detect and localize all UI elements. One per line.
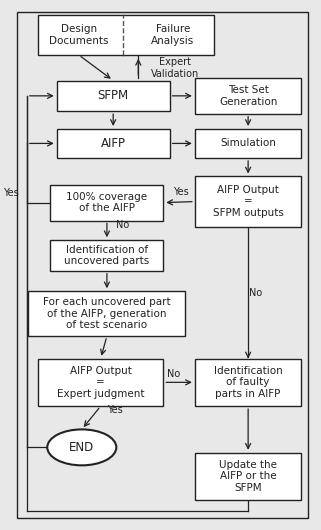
FancyBboxPatch shape (195, 78, 301, 114)
FancyBboxPatch shape (195, 129, 301, 158)
Text: No: No (167, 369, 180, 379)
Text: AIFP Output
=
Expert judgment: AIFP Output = Expert judgment (57, 366, 144, 399)
FancyBboxPatch shape (38, 359, 163, 406)
Text: AIFP: AIFP (101, 137, 126, 150)
Text: SFPM: SFPM (98, 90, 129, 102)
Text: 100% coverage
of the AIFP: 100% coverage of the AIFP (66, 192, 147, 214)
Text: Design
Documents: Design Documents (49, 24, 108, 46)
Text: Yes: Yes (173, 187, 188, 197)
FancyBboxPatch shape (50, 240, 163, 271)
FancyBboxPatch shape (38, 15, 213, 55)
Text: Identification of
uncovered parts: Identification of uncovered parts (64, 245, 150, 266)
FancyBboxPatch shape (195, 176, 301, 227)
Text: Expert
Validation: Expert Validation (151, 57, 199, 79)
Text: No: No (116, 220, 130, 230)
Text: Update the
AIFP or the
SFPM: Update the AIFP or the SFPM (219, 460, 277, 493)
Text: Identification
of faulty
parts in AIFP: Identification of faulty parts in AIFP (214, 366, 282, 399)
Text: Failure
Analysis: Failure Analysis (151, 24, 195, 46)
FancyBboxPatch shape (57, 81, 170, 111)
FancyBboxPatch shape (50, 184, 163, 220)
FancyBboxPatch shape (195, 453, 301, 500)
FancyBboxPatch shape (29, 291, 185, 336)
Text: No: No (249, 288, 263, 298)
Text: Yes: Yes (3, 188, 19, 198)
FancyBboxPatch shape (17, 12, 308, 518)
Text: Test Set
Generation: Test Set Generation (219, 85, 277, 107)
Text: For each uncovered part
of the AIFP, generation
of test scenario: For each uncovered part of the AIFP, gen… (43, 297, 171, 330)
FancyBboxPatch shape (195, 359, 301, 406)
Text: Simulation: Simulation (220, 138, 276, 148)
Text: AIFP Output
=
SFPM outputs: AIFP Output = SFPM outputs (213, 185, 283, 218)
Text: END: END (69, 441, 94, 454)
Ellipse shape (47, 429, 116, 465)
FancyBboxPatch shape (57, 129, 170, 158)
Text: Yes: Yes (107, 405, 123, 416)
